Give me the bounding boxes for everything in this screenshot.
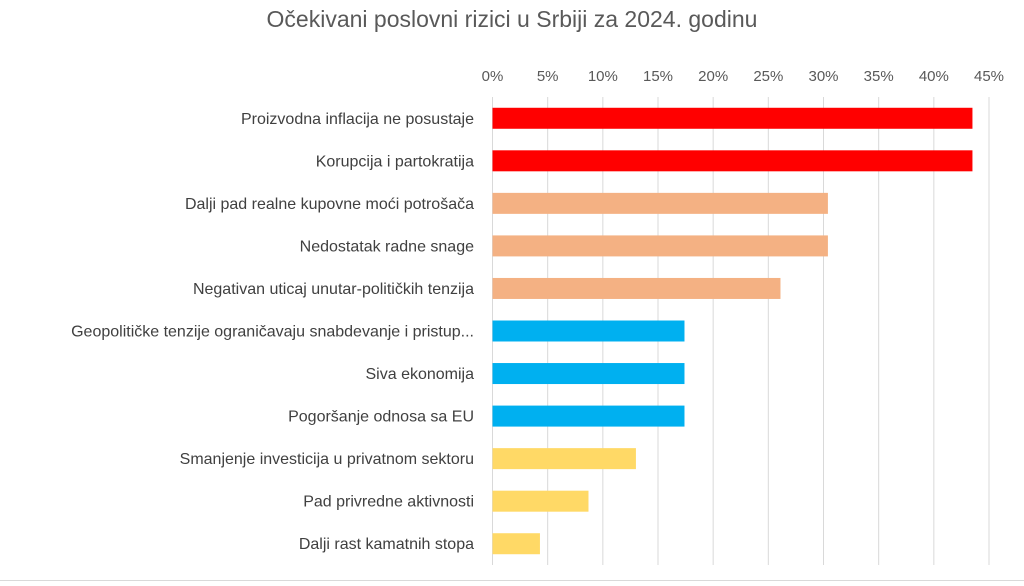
bar xyxy=(492,277,781,299)
x-tick-label: 5% xyxy=(537,68,559,85)
category-label: Smanjenje investicija u privatnom sektor… xyxy=(180,451,474,468)
chart-title: Očekivani poslovni rizici u Srbiji za 20… xyxy=(266,6,758,32)
x-tick-label: 35% xyxy=(864,68,894,85)
x-tick-label: 10% xyxy=(588,68,618,85)
bar xyxy=(492,235,828,257)
bar xyxy=(492,405,685,427)
bar xyxy=(492,192,828,214)
bar xyxy=(492,448,636,470)
category-label: Geopolitičke tenzije ograničavaju snabde… xyxy=(71,324,474,341)
category-label: Negativan uticaj unutar-političkih tenzi… xyxy=(193,281,474,298)
bar xyxy=(492,363,685,385)
x-tick-label: 0% xyxy=(482,68,504,85)
category-label: Korupcija i partokratija xyxy=(316,153,474,170)
bar xyxy=(492,150,973,172)
category-label: Dalji pad realne kupovne moći potrošača xyxy=(185,196,474,213)
bar xyxy=(492,490,589,512)
category-label: Dalji rast kamatnih stopa xyxy=(299,536,474,553)
category-label: Proizvodna inflacija ne posustaje xyxy=(241,111,474,128)
x-tick-label: 25% xyxy=(753,68,783,85)
category-label: Pogoršanje odnosa sa EU xyxy=(288,409,474,426)
x-tick-label: 15% xyxy=(643,68,673,85)
x-tick-label: 30% xyxy=(808,68,838,85)
x-tick-label: 45% xyxy=(974,68,1004,85)
category-label: Nedostatak radne snage xyxy=(300,238,474,255)
bar xyxy=(492,533,540,555)
bottom-border xyxy=(0,580,1024,581)
x-tick-label: 40% xyxy=(919,68,949,85)
bar xyxy=(492,320,685,342)
x-tick-label: 20% xyxy=(698,68,728,85)
bar xyxy=(492,107,973,129)
category-label: Siva ekonomija xyxy=(366,366,475,383)
category-label: Pad privredne aktivnosti xyxy=(303,494,474,511)
